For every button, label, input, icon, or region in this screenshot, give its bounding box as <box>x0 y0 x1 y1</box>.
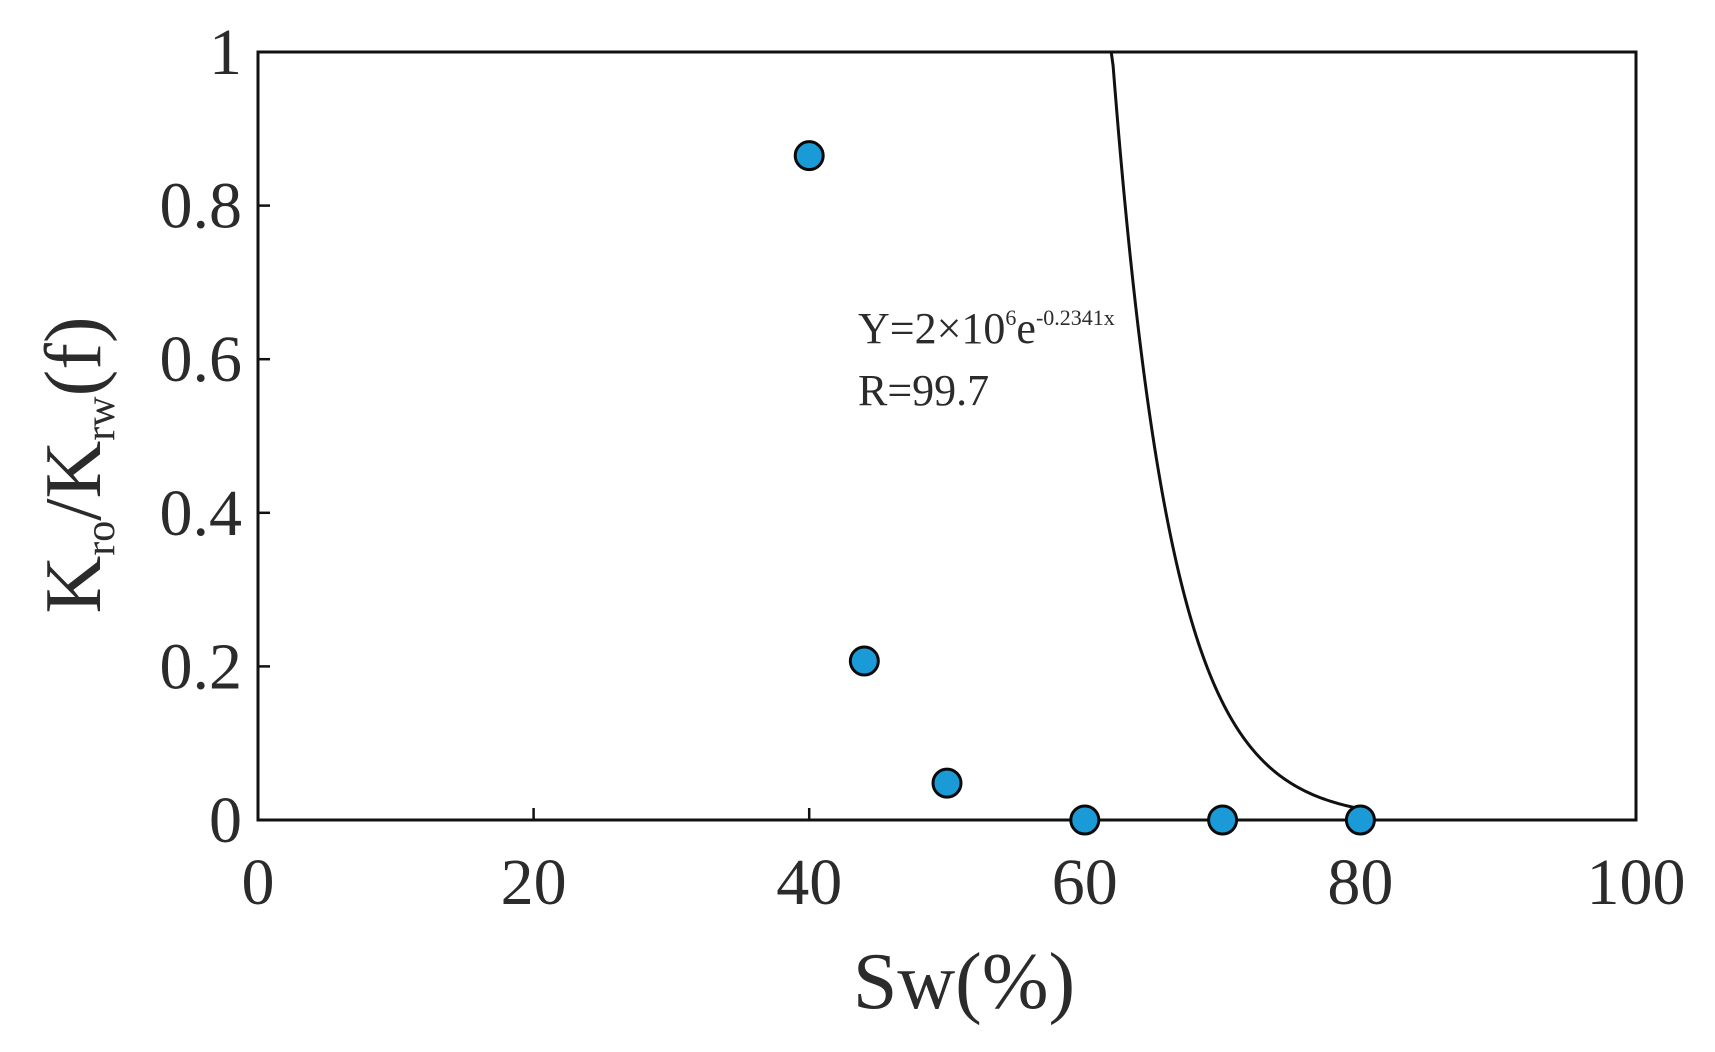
fit-curve <box>794 50 1361 811</box>
y-axis-title-sub1: ro <box>78 521 124 556</box>
x-tick-label: 40 <box>776 846 842 919</box>
y-tick-label: 0.4 <box>160 477 243 550</box>
y-axis-title-mid: /K <box>30 441 118 521</box>
fit-equation-exponent-2: -0.2341x <box>1036 305 1115 330</box>
data-point <box>793 140 825 172</box>
data-point <box>1069 804 1101 836</box>
y-axis-title-tail: (f) <box>30 316 118 396</box>
fit-equation-e: e <box>1016 304 1036 353</box>
data-point <box>931 767 963 799</box>
plot-frame <box>256 50 1638 822</box>
y-tick-label: 0.2 <box>160 630 243 703</box>
y-axis-title-sub2: rw <box>78 396 124 441</box>
x-tick-label: 80 <box>1327 846 1393 919</box>
y-tick-label: 1 <box>209 16 242 89</box>
x-tick-label: 0 <box>242 846 275 919</box>
y-axis-title: Kro/Krw(f) <box>30 316 124 613</box>
x-tick-label: 100 <box>1587 846 1686 919</box>
y-axis-title-k1: K <box>30 556 118 614</box>
x-tick-label: 20 <box>501 846 567 919</box>
data-point <box>1344 804 1376 836</box>
fit-equation-main: Y=2×10 <box>858 304 1005 353</box>
y-tick-label: 0 <box>209 784 242 857</box>
data-point <box>848 645 880 677</box>
y-tick-label: 0.6 <box>160 323 243 396</box>
fit-r-value: R=99.7 <box>858 366 989 415</box>
x-axis-title: Sw(%) <box>853 938 1075 1026</box>
fit-equation: Y=2×106e-0.2341x <box>858 304 1115 353</box>
x-tick-label: 60 <box>1052 846 1118 919</box>
fit-equation-exponent-1: 6 <box>1005 305 1016 330</box>
y-tick-label: 0.8 <box>160 170 243 243</box>
data-point <box>1207 804 1239 836</box>
